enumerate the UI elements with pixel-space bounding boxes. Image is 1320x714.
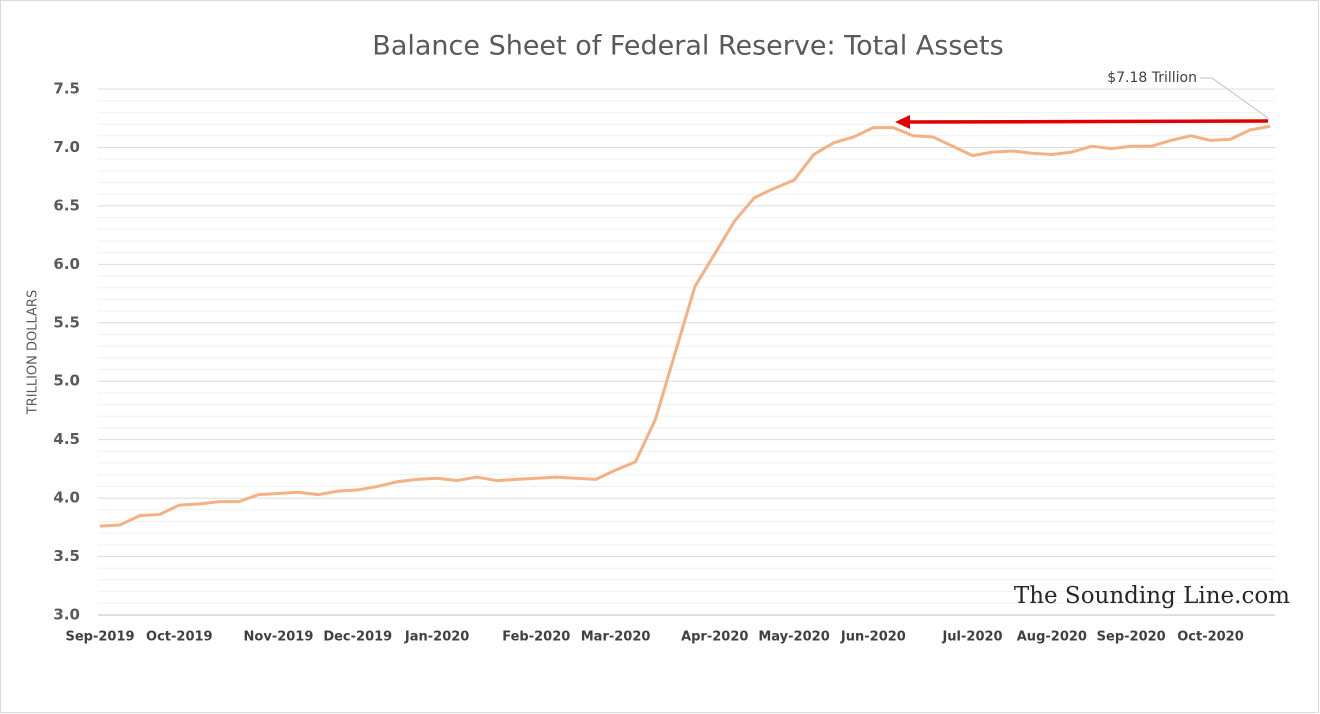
x-tick-label: Jun-2020: [840, 630, 906, 645]
x-tick-label: Dec-2019: [323, 630, 392, 645]
y-tick-label: 3.5: [53, 547, 80, 565]
y-tick-label: 7.0: [53, 138, 80, 156]
y-tick-label: 5.5: [53, 313, 80, 331]
y-tick-label: 6.0: [53, 255, 80, 273]
y-tick-label: 3.0: [53, 606, 80, 624]
y-tick-label: 4.5: [53, 430, 80, 448]
x-tick-label: Sep-2020: [1097, 630, 1166, 645]
y-tick-label: 5.0: [53, 372, 80, 390]
annotation-arrowhead: [895, 115, 910, 129]
x-tick-label: Jul-2020: [941, 630, 1002, 645]
x-tick-label: Apr-2020: [681, 630, 748, 645]
x-tick-label: Feb-2020: [502, 630, 570, 645]
data-line: [99, 124, 1271, 528]
annotation: $7.18 Trillion: [1107, 70, 1197, 86]
x-tick-label: Aug-2020: [1017, 630, 1087, 645]
annotation-leader: [1200, 77, 1269, 119]
x-tick-label: May-2020: [758, 630, 829, 645]
y-axis-label: TRILLION DOLLARS: [26, 290, 41, 415]
y-tick-label: 7.5: [53, 80, 80, 98]
grid: [98, 88, 1275, 616]
x-tick-label: Sep-2019: [65, 630, 134, 645]
x-tick-label: Nov-2019: [244, 630, 314, 645]
x-tick-label: Jan-2020: [404, 630, 469, 645]
x-tick-label: Oct-2019: [146, 630, 213, 645]
x-tick-label: Mar-2020: [581, 630, 651, 645]
watermark: The Sounding Line.com: [1014, 583, 1290, 609]
chart-title: Balance Sheet of Federal Reserve: Total …: [372, 31, 1003, 62]
annotation-arrow: [904, 119, 1269, 124]
y-tick-label: 6.5: [53, 196, 80, 214]
y-tick-label: 4.0: [53, 489, 80, 507]
x-tick-label: Oct-2020: [1177, 630, 1244, 645]
